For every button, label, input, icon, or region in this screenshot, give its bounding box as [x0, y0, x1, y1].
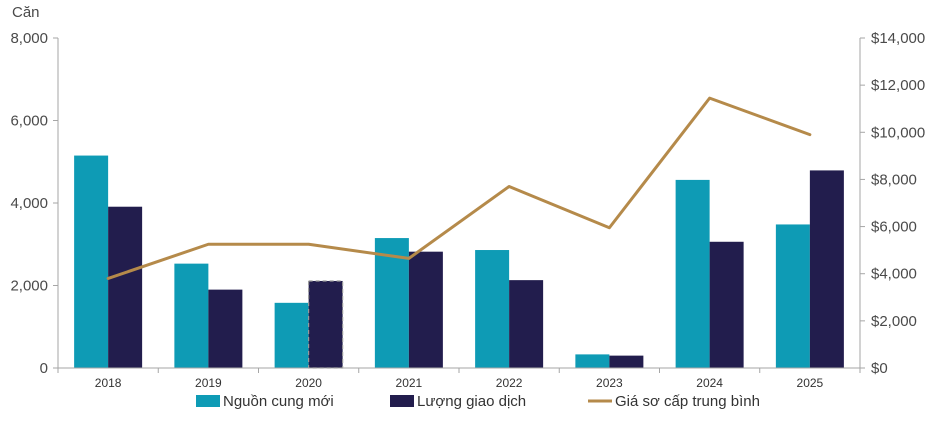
- x-axis-tick-label: 2020: [295, 376, 322, 390]
- legend-label: Nguồn cung mới: [223, 393, 334, 410]
- right-axis-tick-label: $8,000: [871, 171, 917, 188]
- bar-nguon-cung-moi: [174, 263, 209, 368]
- bar-luong-giao-dich: [408, 251, 443, 368]
- right-axis-tick-label: $12,000: [871, 77, 925, 94]
- bar-nguon-cung-moi: [775, 224, 810, 368]
- right-axis-tick-label: $6,000: [871, 219, 917, 236]
- line-layer: [106, 96, 812, 280]
- x-axis-tick-label: 2025: [797, 376, 824, 390]
- left-axis-tick-label: 8,000: [10, 30, 48, 47]
- legend-swatch: [390, 395, 414, 407]
- right-axis-tick-label: $0: [871, 360, 888, 377]
- bar-nguon-cung-moi: [675, 179, 710, 368]
- legend-label: Lượng giao dịch: [417, 393, 526, 410]
- bar-nguon-cung-moi: [575, 354, 610, 368]
- axes-layer: 0 2,000 4,000 6,000 8,000 $0 $2,000 $4,000 $6,00…: [10, 30, 925, 390]
- left-axis-tick-label: 6,000: [10, 113, 48, 130]
- left-axis-tick-label: 0: [40, 360, 48, 377]
- bar-nguon-cung-moi: [74, 155, 109, 368]
- x-axis-tick-label: 2022: [496, 376, 523, 390]
- bar-luong-giao-dich: [509, 280, 544, 368]
- bar-nguon-cung-moi: [374, 238, 409, 368]
- bar-luong-giao-dich: [308, 280, 344, 369]
- x-axis-tick-label: 2023: [596, 376, 623, 390]
- x-axis-tick-label: 2019: [195, 376, 222, 390]
- bar-luong-giao-dich: [709, 241, 744, 368]
- right-axis-tick-label: $14,000: [871, 30, 925, 47]
- left-axis-unit-label: Căn: [12, 4, 40, 21]
- legend-swatch: [196, 395, 220, 407]
- right-axis-tick-label: $10,000: [871, 124, 925, 141]
- right-axis-tick-label: $2,000: [871, 313, 917, 330]
- left-axis-tick-label: 4,000: [10, 195, 48, 212]
- line-gia-so-cap-trung-binh: [106, 96, 812, 280]
- bar-nguon-cung-moi: [274, 302, 309, 368]
- legend-label: Giá sơ cấp trung bình: [615, 393, 760, 410]
- x-axis-tick-label: 2024: [696, 376, 723, 390]
- bar-luong-giao-dich: [208, 289, 243, 368]
- bars-layer: [74, 155, 844, 369]
- legend: Nguồn cung mới Lượng giao dịch Giá sơ cấp …: [196, 393, 760, 410]
- left-axis-tick-label: 2,000: [10, 278, 48, 295]
- x-axis-tick-label: 2018: [95, 376, 122, 390]
- bar-luong-giao-dich: [108, 206, 143, 368]
- bar-luong-giao-dich: [809, 170, 844, 368]
- x-axis-tick-label: 2021: [396, 376, 423, 390]
- bar-nguon-cung-moi: [475, 250, 510, 368]
- right-axis-tick-label: $4,000: [871, 266, 917, 283]
- bar-luong-giao-dich: [609, 355, 644, 368]
